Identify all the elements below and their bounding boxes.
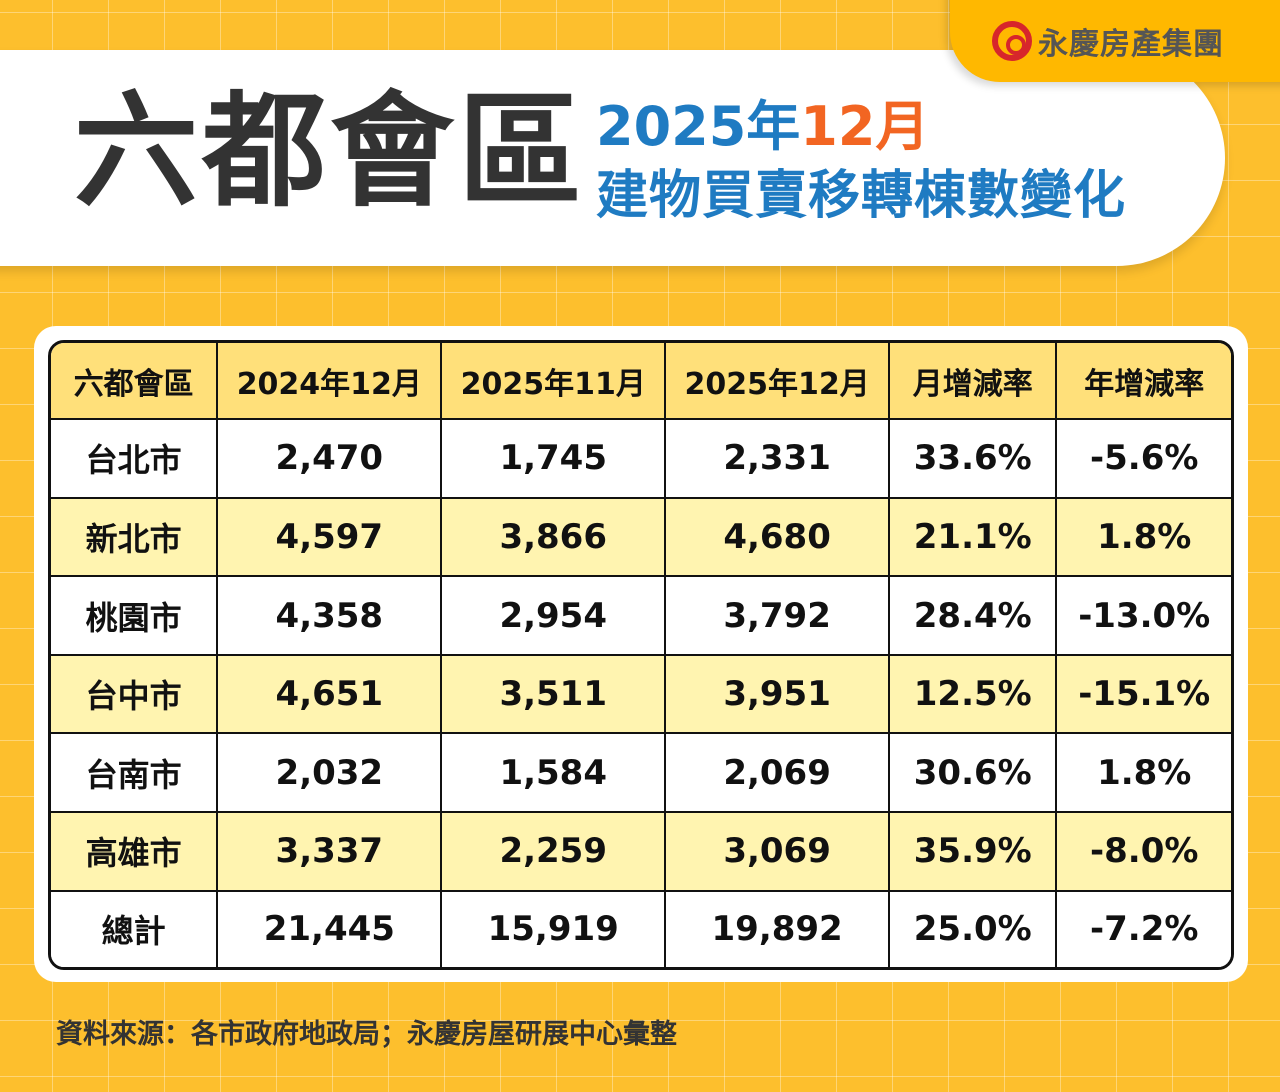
- city-cell: 台北市: [51, 420, 219, 499]
- column-header: 2025年12月: [666, 343, 891, 420]
- value-cell: 1.8%: [1057, 498, 1231, 578]
- column-header: 月增減率: [890, 343, 1058, 420]
- value-cell: 2,954: [442, 577, 667, 656]
- main-title: 六都會區: [74, 80, 587, 224]
- value-cell: 3,792: [666, 577, 891, 656]
- column-header: 六都會區: [51, 343, 219, 420]
- value-cell: 3,069: [666, 813, 891, 892]
- value-cell: 28.4%: [890, 577, 1058, 656]
- value-cell: 21.1%: [890, 498, 1058, 578]
- column-header: 2025年11月: [442, 343, 667, 420]
- column-header: 2024年12月: [218, 343, 443, 420]
- table-row: 桃園市 4,358 2,954 3,792 28.4% -13.0%: [51, 577, 1231, 656]
- value-cell: 2,331: [666, 420, 891, 499]
- table-row: 台南市 2,032 1,584 2,069 30.6% 1.8%: [51, 734, 1231, 814]
- value-cell: 4,651: [218, 655, 443, 735]
- value-cell: 4,680: [666, 498, 891, 578]
- value-cell: 2,470: [218, 420, 443, 499]
- logo-icon: [992, 21, 1032, 61]
- city-cell: 桃園市: [51, 577, 219, 656]
- value-cell: 3,866: [442, 498, 667, 578]
- data-table: 六都會區 2024年12月 2025年11月 2025年12月 月增減率 年增減率 台北市…: [48, 340, 1234, 970]
- value-cell: -7.2%: [1057, 891, 1231, 967]
- table-row: 總計 21,445 15,919 19,892 25.0% -7.2%: [51, 891, 1231, 967]
- logo-text: 永慶房產集團: [1038, 27, 1224, 62]
- subtitle-month: 12月: [800, 95, 930, 158]
- table-row: 高雄市 3,337 2,259 3,069 35.9% -8.0%: [51, 813, 1231, 892]
- subtitle-date: 2025年12月: [596, 100, 929, 154]
- value-cell: 25.0%: [890, 891, 1058, 967]
- value-cell: 33.6%: [890, 420, 1058, 499]
- value-cell: -13.0%: [1057, 577, 1231, 656]
- value-cell: 1.8%: [1057, 734, 1231, 814]
- value-cell: 15,919: [442, 891, 667, 967]
- city-cell: 高雄市: [51, 813, 219, 892]
- city-cell: 台南市: [51, 734, 219, 814]
- value-cell: 4,358: [218, 577, 443, 656]
- value-cell: 2,259: [442, 813, 667, 892]
- source-note: 資料來源：各市政府地政局；永慶房屋研展中心彙整: [56, 1019, 677, 1050]
- value-cell: 21,445: [218, 891, 443, 967]
- city-cell: 新北市: [51, 498, 219, 578]
- city-cell: 台中市: [51, 655, 219, 735]
- value-cell: 1,584: [442, 734, 667, 814]
- value-cell: 19,892: [666, 891, 891, 967]
- value-cell: 3,511: [442, 655, 667, 735]
- value-cell: 30.6%: [890, 734, 1058, 814]
- table-row: 台北市 2,470 1,745 2,331 33.6% -5.6%: [51, 420, 1231, 499]
- subtitle: 建物買賣移轉棟數變化: [596, 166, 1127, 226]
- table-row: 台中市 4,651 3,511 3,951 12.5% -15.1%: [51, 655, 1231, 735]
- header-row: 六都會區 2024年12月 2025年11月 2025年12月 月增減率 年增減率: [51, 343, 1231, 420]
- value-cell: 2,032: [218, 734, 443, 814]
- value-cell: 2,069: [666, 734, 891, 814]
- value-cell: 3,337: [218, 813, 443, 892]
- value-cell: 12.5%: [890, 655, 1058, 735]
- column-header: 年增減率: [1057, 343, 1231, 420]
- brand-logo: 永慶房產集團: [950, 0, 1280, 82]
- table-row: 新北市 4,597 3,866 4,680 21.1% 1.8%: [51, 498, 1231, 578]
- value-cell: -15.1%: [1057, 655, 1231, 735]
- subtitle-year: 2025年: [596, 95, 801, 158]
- value-cell: 4,597: [218, 498, 443, 578]
- value-cell: 1,745: [442, 420, 667, 499]
- value-cell: 3,951: [666, 655, 891, 735]
- title-banner: [0, 50, 1225, 266]
- value-cell: -5.6%: [1057, 420, 1231, 499]
- value-cell: 35.9%: [890, 813, 1058, 892]
- value-cell: -8.0%: [1057, 813, 1231, 892]
- city-cell: 總計: [51, 891, 219, 967]
